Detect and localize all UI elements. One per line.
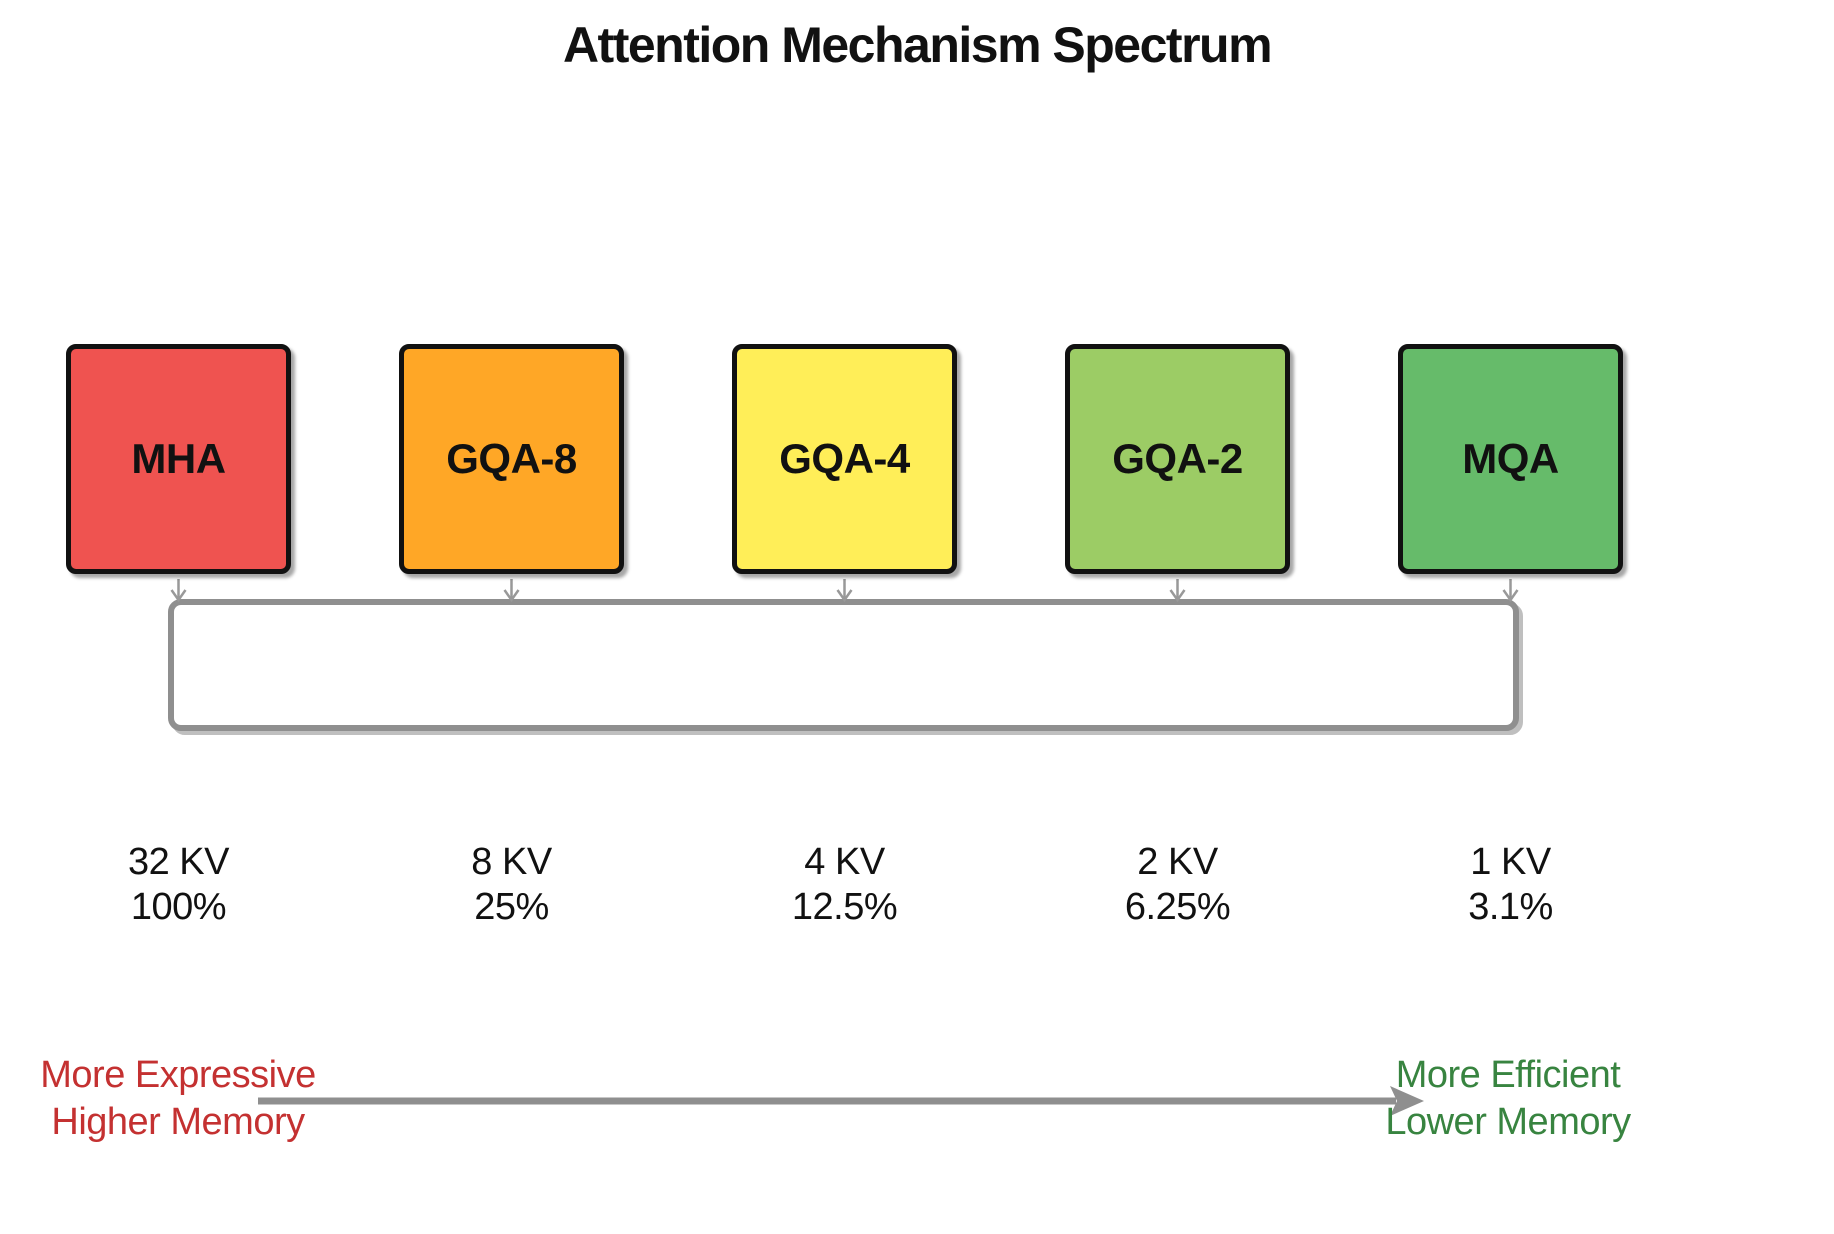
kv-stats-gqa2: 2 KV 6.25% [1065, 840, 1290, 930]
shared-bracket-rect [168, 599, 1519, 731]
kv-stats-gqa4: 4 KV 12.5% [732, 840, 957, 930]
node-box-mha: MHA [66, 344, 291, 574]
kv-percent-label: 25% [474, 886, 549, 928]
kv-count-label: 32 KV [127, 841, 230, 883]
kv-count-label: 1 KV [1470, 841, 1551, 883]
down-arrow-icon [1169, 579, 1186, 603]
down-arrow-icon [836, 579, 853, 603]
down-arrow-icons [170, 579, 1519, 603]
kv-percent-label: 12.5% [791, 886, 898, 928]
kv-percent-label: 6.25% [1124, 886, 1231, 928]
node-label: MHA [131, 435, 226, 482]
left-caption-line2: Higher Memory [51, 1101, 305, 1143]
node-box-gqa8: GQA-8 [399, 344, 624, 574]
kv-stats-mqa: 1 KV 3.1% [1398, 840, 1623, 930]
kv-count-label: 8 KV [471, 841, 552, 883]
left-caption-line1: More Expressive [40, 1054, 316, 1096]
down-arrow-icon [503, 579, 520, 603]
right-caption-line2: Lower Memory [1385, 1101, 1631, 1143]
node-box-mqa: MQA [1398, 344, 1623, 574]
kv-stats-mha: 32 KV 100% [66, 840, 291, 930]
kv-percent-label: 3.1% [1468, 886, 1553, 928]
node-label: GQA-4 [779, 435, 910, 482]
left-caption: More Expressive Higher Memory [13, 1052, 343, 1146]
node-label: GQA-8 [446, 435, 577, 482]
node-label: MQA [1462, 435, 1559, 482]
kv-count-label: 4 KV [804, 841, 885, 883]
node-label: GQA-2 [1112, 435, 1243, 482]
down-arrow-icon [1502, 579, 1519, 603]
node-box-gqa4: GQA-4 [732, 344, 957, 574]
kv-percent-label: 100% [130, 886, 227, 928]
page-title: Attention Mechanism Spectrum [562, 17, 1273, 73]
spectrum-arrow-icon [258, 1086, 1424, 1116]
kv-stats-gqa8: 8 KV 25% [399, 840, 624, 930]
kv-count-label: 2 KV [1137, 841, 1218, 883]
node-box-gqa2: GQA-2 [1065, 344, 1290, 574]
right-caption: More Efficient Lower Memory [1343, 1052, 1673, 1146]
down-arrow-icon [170, 579, 187, 603]
right-caption-line1: More Efficient [1395, 1054, 1621, 1096]
